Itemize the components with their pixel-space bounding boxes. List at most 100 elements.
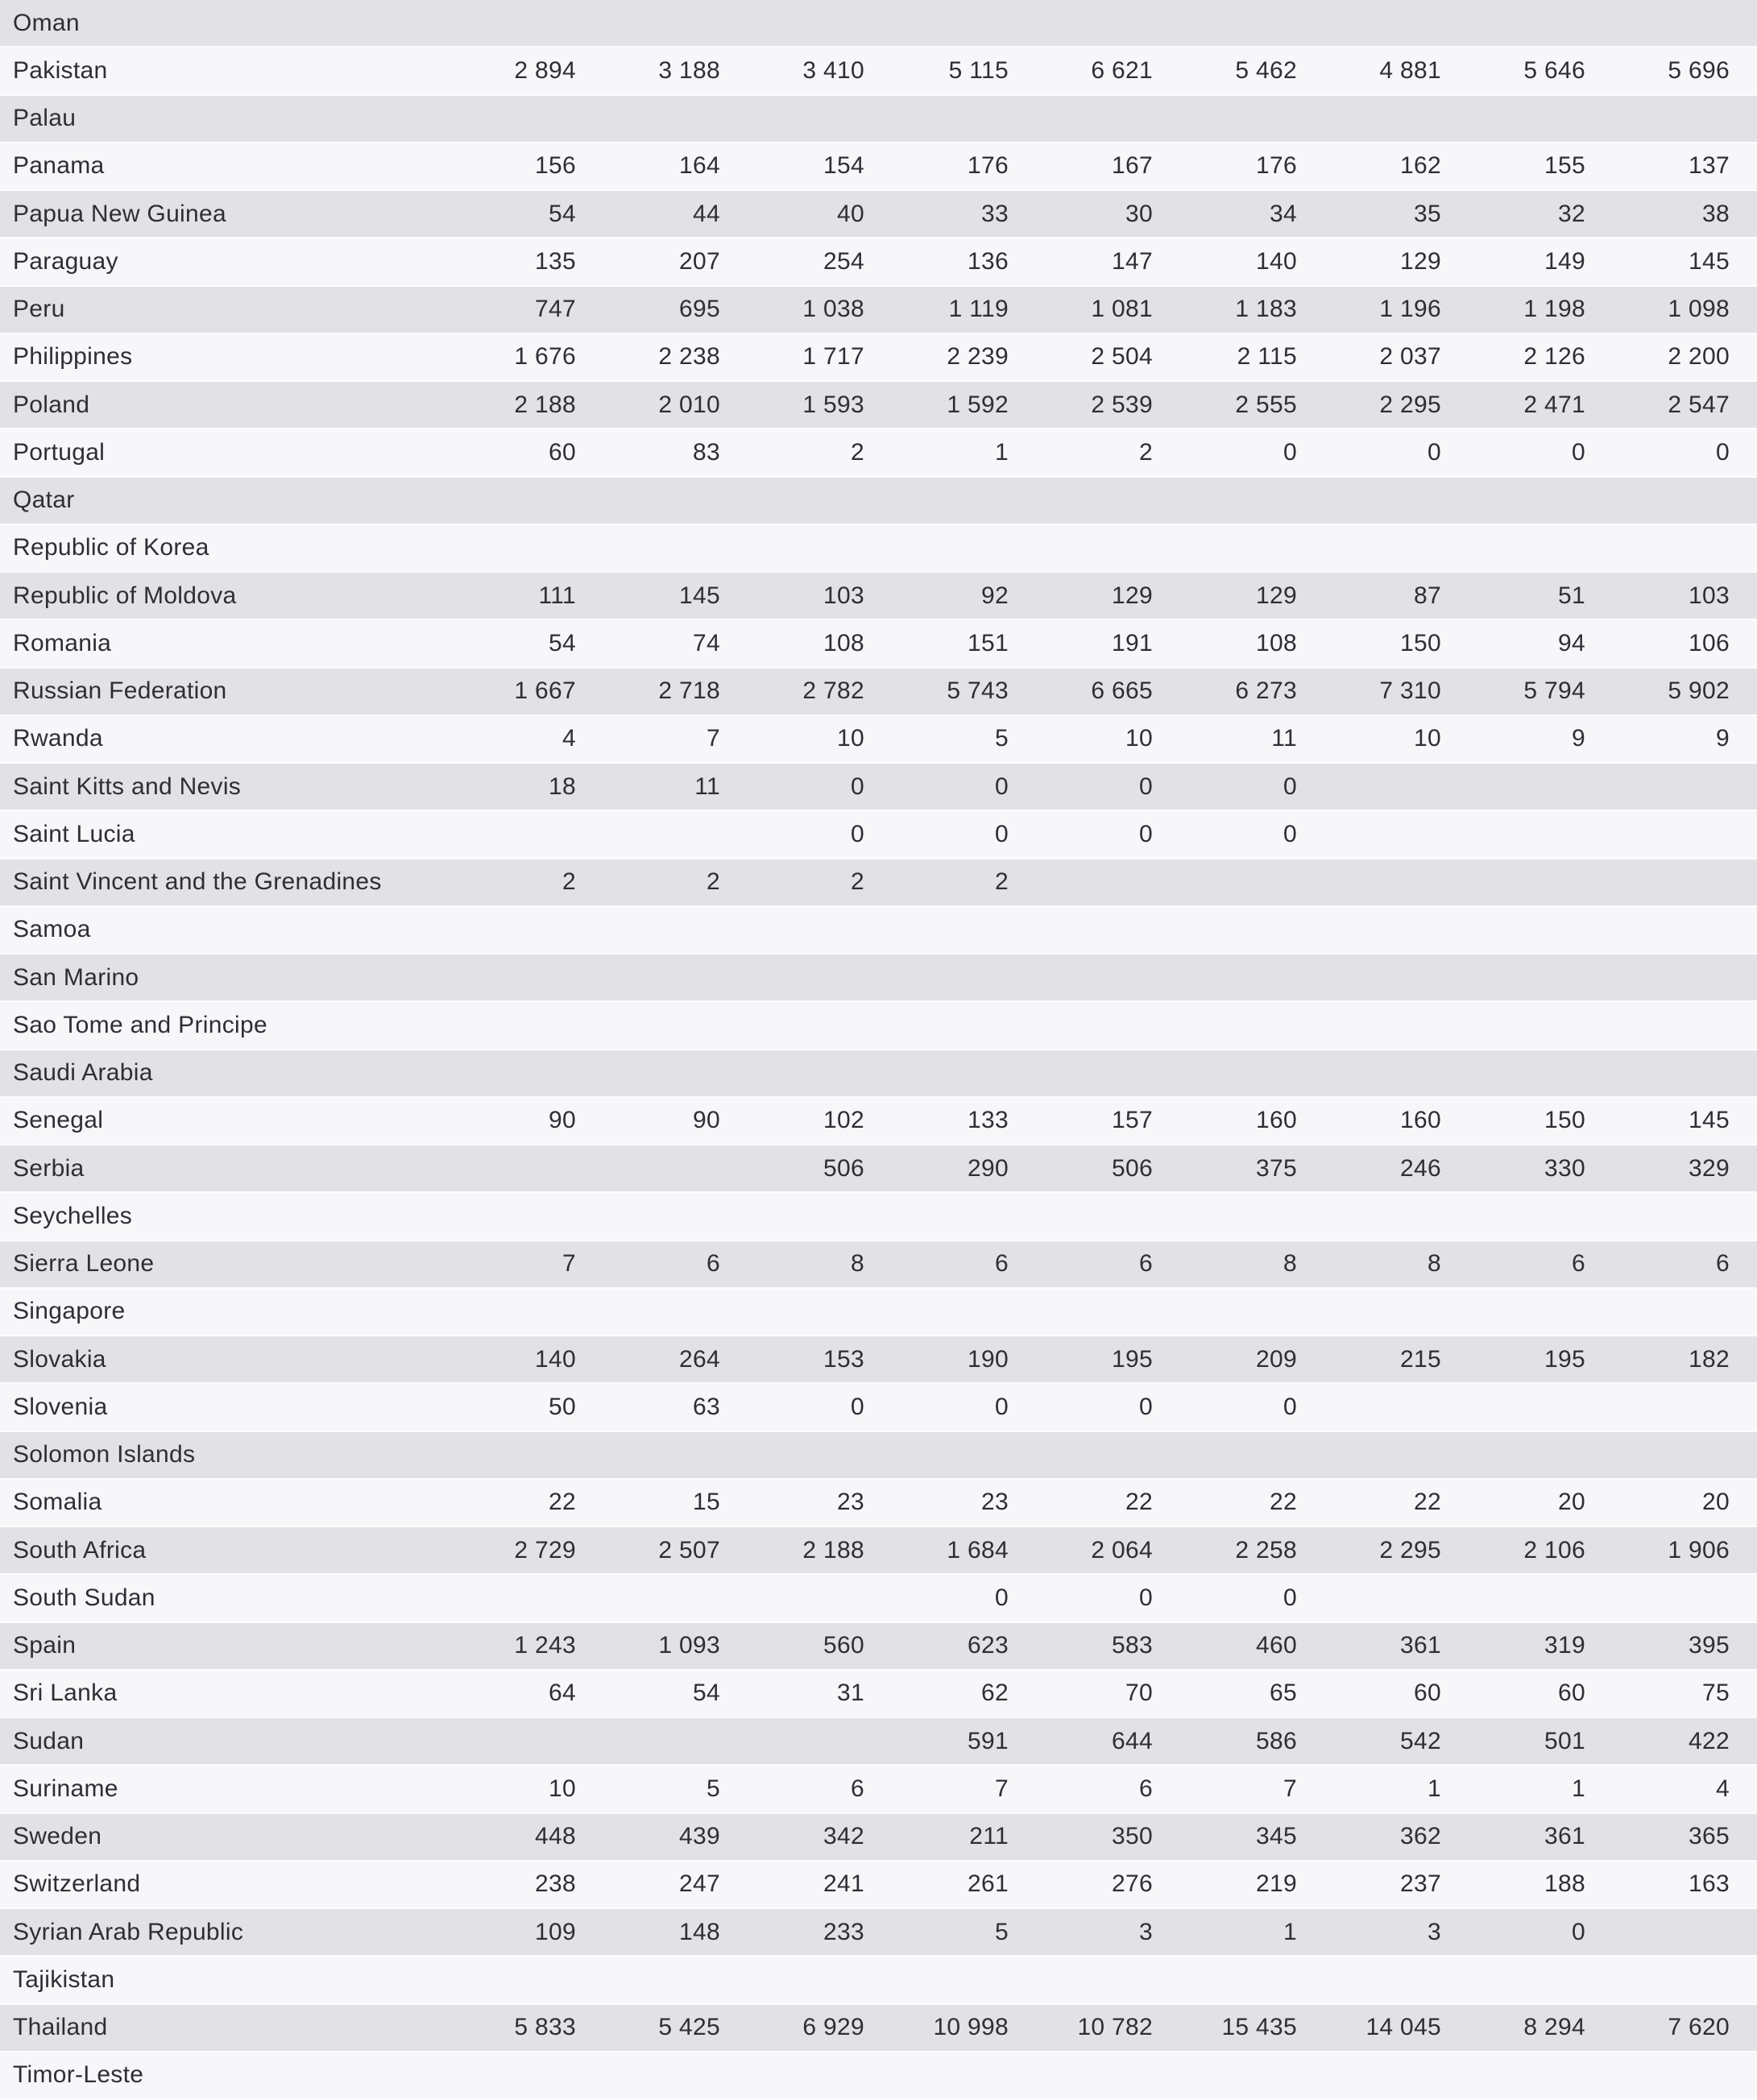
value-cell: 422 [1689, 1727, 1730, 1754]
value-cell: 583 [1112, 1632, 1153, 1659]
value-cell: 5 [995, 725, 1009, 752]
value-cell: 6 [995, 1250, 1009, 1278]
value-cell: 0 [851, 772, 864, 800]
value-cell: 150 [1400, 629, 1441, 657]
value-cell: 2 555 [1235, 391, 1297, 418]
value-cell: 34 [1270, 200, 1297, 227]
value-cell: 2 295 [1379, 391, 1441, 418]
country-name-cell: Timor-Leste [13, 2061, 144, 2089]
value-cell: 2 010 [658, 391, 720, 418]
value-cell: 150 [1544, 1107, 1585, 1134]
value-cell: 188 [1544, 1870, 1585, 1898]
value-cell: 111 [538, 582, 576, 609]
value-cell: 6 [1716, 1250, 1730, 1278]
table-row: Serbia 506 290 506 375 246 330 329 [0, 1145, 1757, 1194]
value-cell: 151 [968, 629, 1009, 657]
value-cell: 0 [1428, 438, 1441, 466]
country-name-cell: Seychelles [13, 1202, 133, 1229]
country-name-cell: Tajikistan [13, 1965, 115, 1993]
value-cell: 0 [1572, 438, 1585, 466]
value-cell: 11 [694, 772, 720, 800]
value-cell: 319 [1544, 1632, 1585, 1659]
value-cell: 2 200 [1668, 343, 1730, 371]
value-cell: 5 646 [1523, 56, 1585, 84]
value-cell: 145 [1689, 247, 1730, 275]
value-cell: 148 [679, 1918, 720, 1945]
value-cell: 195 [1544, 1345, 1585, 1373]
value-cell: 108 [1256, 629, 1297, 657]
value-cell: 149 [1544, 247, 1585, 275]
value-cell: 241 [823, 1870, 864, 1898]
table-row: Sierra Leone 7 6 8 6 6 8 8 6 6 [0, 1241, 1757, 1289]
value-cell: 0 [1139, 1393, 1153, 1420]
value-cell: 0 [1283, 1393, 1297, 1420]
value-cell: 329 [1689, 1154, 1730, 1182]
value-cell: 154 [823, 152, 864, 180]
value-cell: 1 [1572, 1775, 1585, 1802]
value-cell: 109 [535, 1918, 576, 1945]
value-cell: 14 045 [1365, 2014, 1441, 2041]
value-cell: 4 [562, 725, 576, 752]
country-name-cell: Oman [13, 9, 80, 36]
value-cell: 4 881 [1379, 56, 1441, 84]
value-cell: 2 [1139, 438, 1153, 466]
value-cell: 2 782 [802, 677, 864, 705]
value-cell: 233 [823, 1918, 864, 1945]
country-name-cell: Palau [13, 105, 77, 132]
value-cell: 0 [1283, 820, 1297, 847]
value-cell: 2 [851, 868, 864, 896]
value-cell: 145 [1689, 1107, 1730, 1134]
table-row: Sri Lanka 64 54 31 62 70 65 60 60 75 [0, 1670, 1757, 1718]
table-row: Samoa [0, 906, 1757, 955]
value-cell: 54 [693, 1680, 720, 1707]
value-cell: 7 [1283, 1775, 1297, 1802]
value-cell: 623 [968, 1632, 1009, 1659]
value-cell: 2 106 [1523, 1536, 1585, 1564]
value-cell: 22 [1270, 1489, 1297, 1516]
value-cell: 155 [1544, 152, 1585, 180]
table-row: Sweden 448 439 342 211 350 345 362 361 365 [0, 1813, 1757, 1862]
value-cell: 395 [1689, 1632, 1730, 1659]
value-cell: 6 [1139, 1775, 1153, 1802]
country-name-cell: Singapore [13, 1298, 126, 1325]
value-cell: 2 [851, 438, 864, 466]
value-cell: 460 [1256, 1632, 1297, 1659]
value-cell: 31 [837, 1680, 864, 1707]
value-cell: 156 [535, 152, 576, 180]
table-row: Saint Kitts and Nevis 18 11 0 0 0 0 [0, 764, 1757, 812]
value-cell: 2 [995, 868, 1009, 896]
country-name-cell: Switzerland [13, 1870, 141, 1898]
country-name-cell: Sudan [13, 1727, 85, 1754]
country-name-cell: Sierra Leone [13, 1250, 155, 1278]
table-row: Republic of Moldova 111 145 103 92 129 129 87 51… [0, 573, 1757, 621]
value-cell: 8 [851, 1250, 864, 1278]
country-name-cell: South Africa [13, 1536, 147, 1564]
value-cell: 247 [679, 1870, 720, 1898]
value-cell: 207 [679, 247, 720, 275]
value-cell: 15 435 [1221, 2014, 1297, 2041]
value-cell: 153 [823, 1345, 864, 1373]
value-cell: 591 [968, 1727, 1009, 1754]
value-cell: 2 471 [1523, 391, 1585, 418]
value-cell: 6 [1572, 1250, 1585, 1278]
value-cell: 4 [1716, 1775, 1730, 1802]
value-cell: 20 [1558, 1489, 1585, 1516]
value-cell: 2 [562, 868, 576, 896]
table-row: Russian Federation 1 667 2 718 2 782 5 743 6 … [0, 668, 1757, 716]
table-row: Thailand 5 833 5 425 6 929 10 998 10 782 15 43… [0, 2004, 1757, 2052]
value-cell: 215 [1400, 1345, 1441, 1373]
country-name-cell: Rwanda [13, 725, 103, 752]
value-cell: 11 [1271, 725, 1297, 752]
value-cell: 5 794 [1523, 677, 1585, 705]
value-cell: 695 [679, 296, 720, 323]
value-cell: 290 [968, 1154, 1009, 1182]
value-cell: 10 [837, 725, 864, 752]
value-cell: 23 [981, 1489, 1009, 1516]
table-row: San Marino [0, 955, 1757, 1003]
value-cell: 0 [1283, 1584, 1297, 1611]
value-cell: 10 [1414, 725, 1441, 752]
value-cell: 1 684 [947, 1536, 1009, 1564]
value-cell: 160 [1400, 1107, 1441, 1134]
value-cell: 1 592 [947, 391, 1009, 418]
